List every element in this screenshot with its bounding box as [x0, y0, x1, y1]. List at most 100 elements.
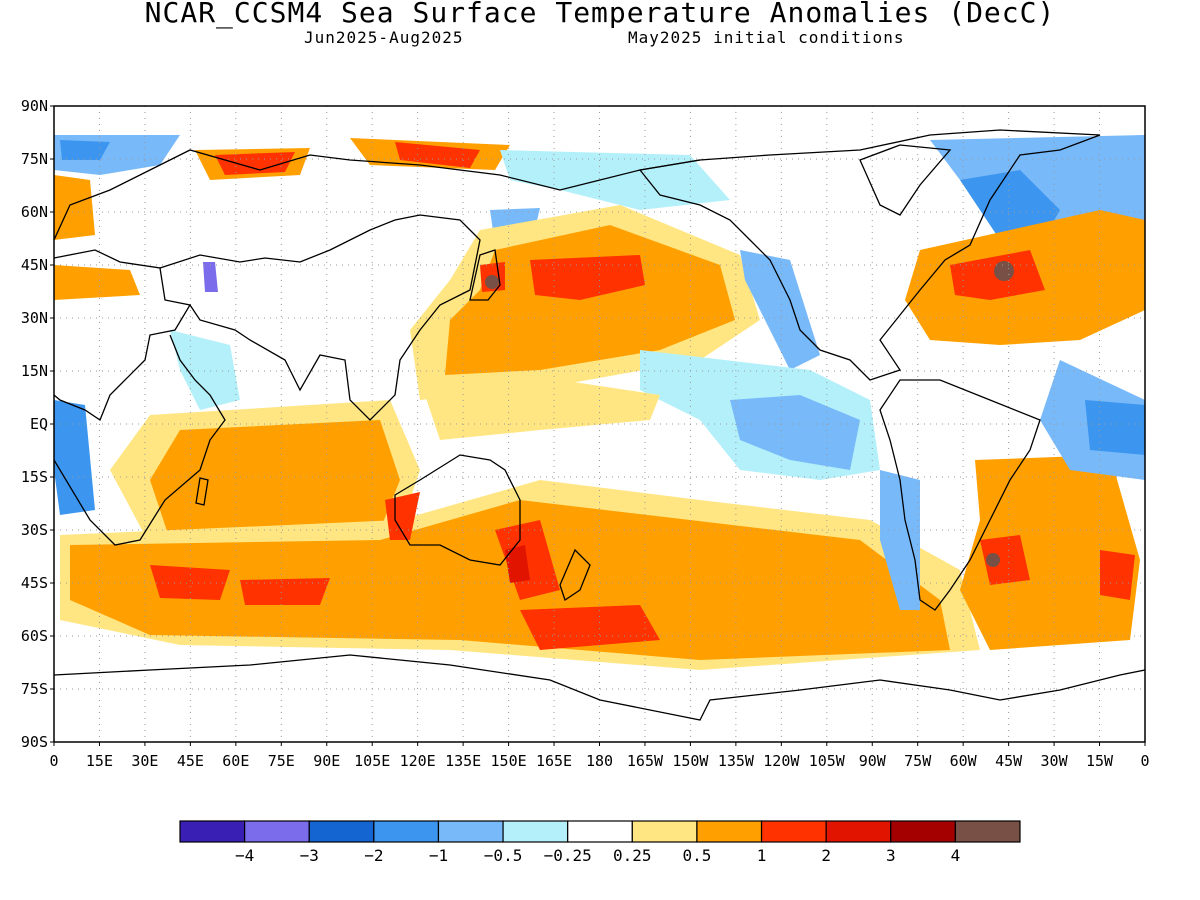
- anomaly-blob-barents-cold-strong: [60, 140, 110, 160]
- coastline-greenland: [859, 144, 952, 216]
- anomaly-blob-north-pacific-hot: [530, 255, 645, 300]
- colorbar-label: 1: [757, 846, 767, 865]
- lon-tick-label: 15W: [1086, 752, 1114, 770]
- lon-tick-label: 45W: [995, 752, 1023, 770]
- lon-tick-label: 105E: [354, 752, 390, 770]
- initial-conditions: May2025 initial conditions: [628, 28, 905, 47]
- colorbar-swatch: [437, 820, 504, 843]
- anomaly-blob-south-atlantic-warm: [960, 455, 1140, 650]
- lon-tick-label: 105W: [809, 752, 846, 770]
- colorbar-label: −2: [364, 846, 383, 865]
- anomaly-blob-south-atlantic-hot-2: [1100, 550, 1135, 600]
- latitude-labels: 90N 75N 60N 45N 30N 15N EQ 15S 30S 45S 60S 75S 90S: [21, 97, 54, 751]
- colorbar-label: 4: [951, 846, 961, 865]
- lon-tick-label: 165W: [627, 752, 664, 770]
- colorbar-label: 2: [821, 846, 831, 865]
- lat-tick-label: 75S: [21, 680, 48, 698]
- lat-tick-label: 60S: [21, 627, 48, 645]
- colorbar-label: 0.25: [613, 846, 652, 865]
- lat-tick-label: 45S: [21, 574, 48, 592]
- coastline-arctic-eurasia: [54, 149, 701, 241]
- lat-tick-label: 75N: [21, 150, 48, 168]
- coastline-africa-europe: [54, 249, 226, 546]
- anomaly-blob-west-australia-hot: [385, 492, 420, 540]
- lat-tick-label: 30N: [21, 309, 48, 327]
- anomaly-blob-norwegian-warm: [54, 175, 95, 240]
- lon-tick-label: 120E: [400, 752, 436, 770]
- colorbar-label: −3: [300, 846, 319, 865]
- coastline-antarctica: [54, 654, 1145, 721]
- lon-tick-label: 60E: [222, 752, 249, 770]
- coastline-new-zealand: [559, 548, 591, 602]
- lon-tick-label: 120W: [763, 752, 800, 770]
- anomaly-blob-mediterranean-warm: [54, 265, 140, 300]
- anomaly-blob-eastern-pacific-cold: [730, 395, 860, 470]
- colorbar-swatch: [760, 820, 827, 843]
- anomaly-blob-caspian-cold: [203, 262, 218, 292]
- lon-tick-label: 30E: [131, 752, 158, 770]
- anomaly-blob-kara-hot: [215, 152, 295, 175]
- lat-tick-label: 15S: [21, 468, 48, 486]
- coastline-madagascar: [195, 477, 209, 506]
- colorbar-swatch: [825, 820, 892, 843]
- coastline-asia: [159, 214, 481, 421]
- lat-tick-label: 90S: [21, 733, 48, 751]
- colorbar-label: 0.5: [682, 846, 711, 865]
- anomaly-blob-indian-ocean-warm: [150, 420, 400, 540]
- colorbar-swatch: [179, 820, 246, 843]
- colorbar: −4 −3 −2 −1 −0.5 −0.25 0.25 0.5 1 2 3 4: [179, 820, 1021, 865]
- anomaly-blob-tasman-hot: [495, 520, 560, 600]
- colorbar-label: −0.25: [544, 846, 592, 865]
- anomaly-blob-kuroshio-extreme: [485, 275, 499, 289]
- colorbar-swatch: [308, 820, 375, 843]
- lat-tick-label: 15N: [21, 362, 48, 380]
- lon-tick-label: 60W: [950, 752, 978, 770]
- colorbar-swatch: [631, 820, 698, 843]
- anomaly-blob-tropical-atlantic-cold-strong: [1085, 400, 1145, 455]
- lon-tick-label: 165E: [536, 752, 572, 770]
- anomaly-blob-equatorial-pacific-yellow: [420, 380, 660, 440]
- colorbar-swatch: [567, 820, 633, 843]
- coastline-australia: [394, 454, 521, 566]
- anomaly-blob-south-atlantic-hot: [980, 535, 1030, 585]
- colorbar-label: 3: [886, 846, 896, 865]
- colorbar-swatch: [696, 820, 763, 843]
- coastline-south-america: [879, 379, 1041, 611]
- lon-tick-label: 75W: [904, 752, 932, 770]
- anomaly-blob-southwest-pacific-hot: [520, 605, 660, 650]
- colorbar-swatch: [502, 820, 569, 843]
- lat-tick-label: EQ: [30, 415, 48, 433]
- lat-tick-label: 60N: [21, 203, 48, 221]
- anomaly-blob-south-indian-hot: [150, 565, 230, 600]
- lon-tick-label: 0: [1140, 752, 1149, 770]
- anomaly-blob-south-america-west-cold: [880, 470, 920, 610]
- lon-tick-label: 135W: [718, 752, 755, 770]
- coastline-japan: [469, 249, 501, 301]
- lon-tick-label: 90E: [313, 752, 340, 770]
- graticule: [54, 106, 1145, 742]
- longitude-labels: 0 15E 30E 45E 60E 75E 90E 105E 120E 135E 150E 165E 1…: [49, 742, 1150, 770]
- lon-tick-label: 45E: [177, 752, 204, 770]
- colorbar-label: −4: [235, 846, 254, 865]
- colorbar-swatch: [890, 820, 956, 843]
- anomaly-blob-north-atlantic-extreme: [994, 261, 1014, 281]
- anomaly-blob-arabian-sea-cold: [170, 330, 240, 410]
- coastlines: [54, 129, 1145, 721]
- colorbar-label: −0.5: [484, 846, 523, 865]
- lon-tick-label: 75E: [268, 752, 295, 770]
- lon-tick-label: 150E: [491, 752, 527, 770]
- map-title: NCAR_CCSM4 Sea Surface Temperature Anoma…: [144, 0, 1056, 29]
- colorbar-label: −1: [429, 846, 448, 865]
- lon-tick-label: 30W: [1041, 752, 1069, 770]
- forecast-period: Jun2025-Aug2025: [304, 28, 464, 47]
- anomaly-blob-south-indian-hot-2: [240, 578, 330, 605]
- colorbar-swatch: [954, 820, 1021, 843]
- lat-tick-label: 45N: [21, 256, 48, 274]
- anomaly-blob-south-atlantic-extreme: [986, 553, 1000, 567]
- colorbar-swatch: [373, 820, 440, 843]
- lon-tick-label: 135E: [445, 752, 481, 770]
- anomaly-blob-tasman-extreme: [505, 545, 530, 583]
- anomaly-blob-california-cold: [740, 250, 820, 370]
- lat-tick-label: 90N: [21, 97, 48, 115]
